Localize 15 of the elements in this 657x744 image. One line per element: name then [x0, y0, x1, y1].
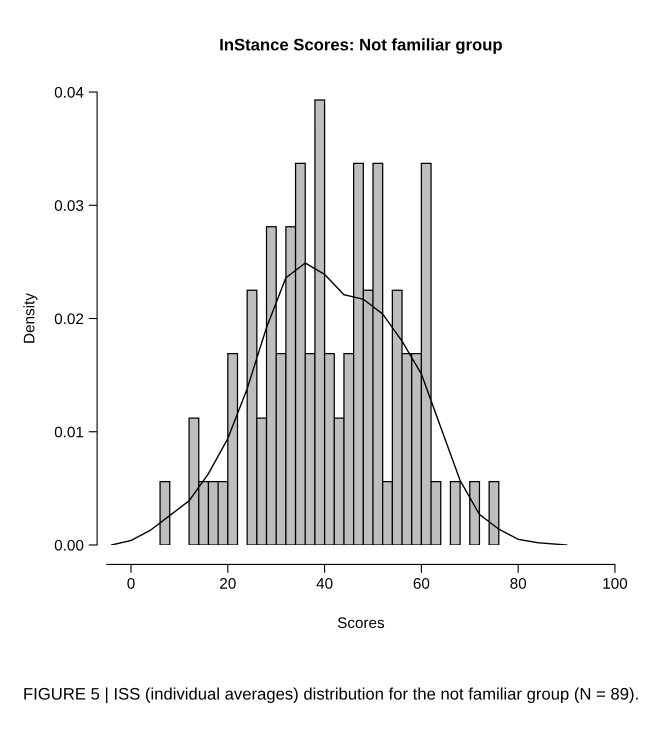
x-tick-label: 80: [510, 578, 526, 589]
x-tick-label: 60: [414, 578, 430, 589]
y-tick-label: 0.03: [54, 200, 84, 211]
x-axis-title: Scores: [338, 617, 384, 628]
y-tick-label: 0.04: [54, 86, 84, 98]
y-tick-label: 0.02: [54, 313, 84, 324]
chart-title: InStance Scores: Not familiar group: [220, 38, 502, 54]
x-tick-label: 0: [127, 578, 135, 589]
x-tick-label: 40: [316, 578, 332, 589]
y-tick-label: 0.00: [54, 540, 84, 551]
y-tick-label: 0.01: [54, 426, 84, 438]
x-tick-label: 100: [603, 578, 628, 589]
y-axis-title: Density: [23, 293, 38, 343]
caption: FIGURE 5 | ISS (individual averages) distribution for the not familiar group (N = 89).: [24, 687, 638, 704]
x-tick-label: 20: [220, 578, 236, 589]
